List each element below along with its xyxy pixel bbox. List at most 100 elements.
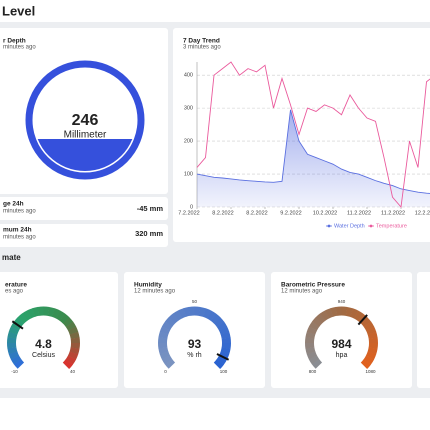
gauge-arc <box>220 331 231 339</box>
card-subtitle: 12 minutes ago <box>134 289 176 295</box>
gauge-arc <box>17 313 28 324</box>
gauge-arc <box>363 321 375 331</box>
gauge-unit: % rh <box>187 352 202 359</box>
gauge-arc <box>220 347 231 355</box>
section-title: mate <box>2 253 21 262</box>
chart-title: 7 Day Trend <box>183 38 220 45</box>
gauge-arc <box>202 308 212 319</box>
gauge-arc <box>308 321 320 331</box>
gauge-arc <box>218 326 230 335</box>
gauge-arc <box>306 351 318 360</box>
gauge-arc <box>65 355 77 365</box>
x-tick-label: 8.2.2022 <box>246 210 267 216</box>
gauge-arc <box>69 331 80 339</box>
gauge-arc <box>345 306 354 317</box>
gauge-arc <box>67 351 79 360</box>
gauge-tick-label: 50 <box>192 299 198 304</box>
gauge-arc <box>8 326 20 335</box>
gauge-arc <box>360 359 372 370</box>
gauge-needle <box>357 314 368 326</box>
gauge-arc <box>360 317 372 328</box>
gauge-arc <box>365 351 377 360</box>
gauge-tick-label: 800 <box>309 369 317 374</box>
level-value: 246 <box>72 112 99 129</box>
gauge-arc <box>206 310 217 321</box>
gauge-arc <box>62 359 74 370</box>
card-title: r Depth <box>3 38 26 45</box>
gauge-tick-label: -10 <box>11 369 18 374</box>
gauge-tick-label: 40 <box>70 369 76 374</box>
gauge-arc <box>198 306 207 317</box>
y-tick-label: 100 <box>184 171 193 177</box>
gauge-value: 4.8 <box>35 337 52 351</box>
legend-label: Water Depth <box>334 223 365 229</box>
gauge-arc <box>158 347 169 355</box>
gauge-tick-label: 1080 <box>365 369 376 374</box>
gauge-arc <box>164 316 176 327</box>
gauge-value: 93 <box>188 337 202 351</box>
gauge-arc <box>324 308 334 319</box>
gauge-unit: hpa <box>336 352 348 359</box>
gauge-arc <box>213 317 225 328</box>
gauge-arc <box>306 326 318 335</box>
gauge-needle <box>216 353 230 361</box>
stat-title: mum 24h <box>3 227 32 234</box>
gauge-arc <box>55 310 66 321</box>
gauge-unit: Celsius <box>32 352 55 359</box>
legend-dot <box>369 224 373 228</box>
gauge-arc <box>311 316 323 327</box>
page-title: Level <box>2 3 35 18</box>
gauge-arc <box>161 355 173 365</box>
card <box>124 272 265 388</box>
gauge-arc <box>47 306 56 317</box>
gauge-tick-label: 0 <box>164 369 167 374</box>
gauge-arc <box>367 347 378 355</box>
y-tick-label: 400 <box>184 73 193 79</box>
gauge-arc <box>22 310 32 321</box>
stat-subtitle: minutes ago <box>3 209 36 215</box>
top-bar <box>0 0 430 22</box>
gauge-arc <box>8 351 20 360</box>
stat-value: -45 mm <box>137 204 164 213</box>
gauge-arc <box>216 355 228 365</box>
gauge-arc <box>305 347 316 355</box>
gauge-arc <box>13 358 25 369</box>
gauge-arc <box>173 310 183 321</box>
gauge-arc <box>59 313 70 324</box>
gauge-arc <box>177 308 187 319</box>
card <box>0 272 118 388</box>
series-line <box>196 109 430 194</box>
card <box>271 272 412 388</box>
gauge-arc <box>330 306 338 317</box>
gauge-arc <box>159 351 171 360</box>
card <box>0 224 168 247</box>
gauge-arc <box>62 317 74 328</box>
gauge-arc <box>353 310 364 321</box>
gauge-arc <box>168 313 179 324</box>
gauge-tick-label: 940 <box>338 299 346 304</box>
gauge-arc <box>320 310 330 321</box>
x-tick-label: 12.2.2022 <box>415 210 430 216</box>
gauge-arc <box>308 355 320 365</box>
card <box>0 197 168 220</box>
gauge-arc <box>363 355 375 365</box>
y-tick-label: 200 <box>184 139 193 145</box>
gauge-arc <box>7 331 18 339</box>
x-tick-label: 10.2.2022 <box>313 210 337 216</box>
gauge-arc <box>305 331 316 339</box>
legend-dot <box>327 224 331 228</box>
card-title: Barometric Pressure <box>281 282 345 289</box>
x-tick-label: 11.2.2022 <box>347 210 371 216</box>
gauge-arc <box>311 358 323 369</box>
gauge-arc <box>67 326 79 335</box>
gauge-arc <box>7 347 18 355</box>
gauge-arc <box>210 313 221 324</box>
card <box>417 272 430 388</box>
x-tick-label: 11.2.2022 <box>381 210 405 216</box>
gauge-arc <box>159 326 171 335</box>
legend-label: Temperature <box>376 223 407 229</box>
card-title: erature <box>5 282 27 289</box>
